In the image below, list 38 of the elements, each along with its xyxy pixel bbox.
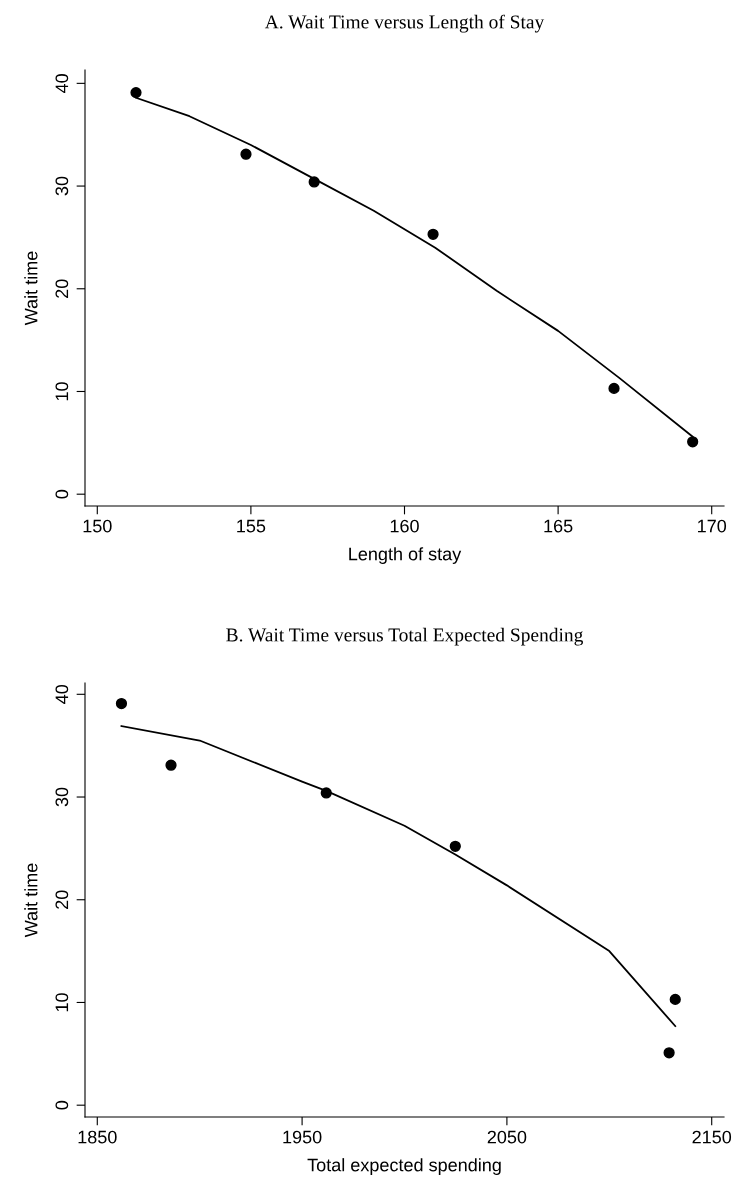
y-tick-label: 20 [55,279,69,298]
x-tick-label: 170 [698,519,727,533]
point [320,787,332,799]
y-axis-title: Wait time [24,863,38,938]
y-tick-label: 10 [55,993,69,1012]
x-tick-label: 2050 [487,1130,527,1144]
y-tick-label: 20 [55,890,69,909]
y-tick-label: 30 [55,787,69,807]
line-series [120,725,677,1027]
x-axis-title: Length of stay [349,547,462,564]
point [663,1047,675,1059]
x-axis-title: Total expected spending [307,1158,501,1175]
point [608,382,620,395]
x-tick-label: 165 [544,519,573,533]
point [687,436,699,448]
x-tick-label: 1950 [283,1130,322,1144]
x-tick-label: 160 [390,519,419,533]
point [115,697,128,710]
y-tick-label: 40 [55,74,69,93]
point [669,993,681,1005]
point [427,228,439,240]
y-tick-label: 0 [55,1100,69,1110]
x-tick-label: 1850 [78,1130,117,1144]
point [308,176,320,188]
y-tick-label: 10 [55,382,69,401]
point [130,86,142,99]
chart-title: A. Wait Time versus Length of Stay [264,14,545,33]
y-axis-title: Wait time [24,251,38,326]
point [165,759,177,771]
x-tick-label: 155 [237,519,266,533]
y-tick-label: 0 [55,489,69,499]
chart-title: B. Wait Time versus Total Expected Spending [226,627,583,646]
point [240,148,252,160]
point [449,840,461,852]
y-tick-label: 30 [55,176,69,196]
x-tick-label: 2150 [692,1130,732,1144]
x-tick-label: 150 [83,519,112,533]
y-tick-label: 40 [55,684,69,704]
